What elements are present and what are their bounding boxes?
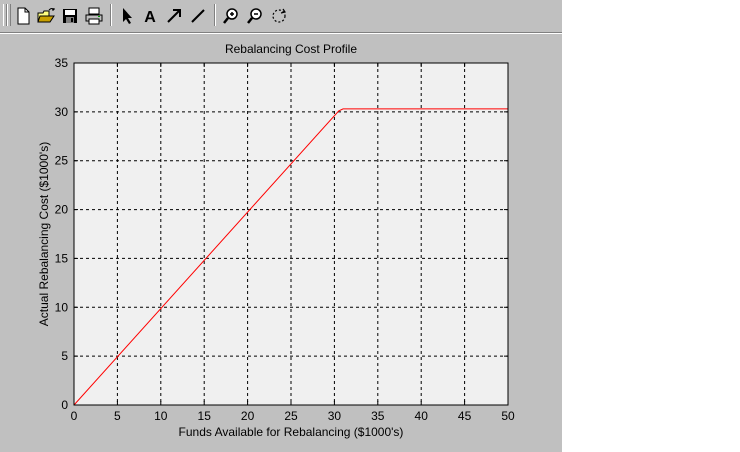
- edit-plot-button[interactable]: [116, 5, 138, 27]
- print-button[interactable]: [83, 5, 105, 27]
- diagonal-arrow-icon: [167, 9, 181, 23]
- x-tick-label: 20: [241, 409, 255, 423]
- zoom-in-icon: [223, 8, 238, 24]
- series-line[interactable]: [73, 108, 508, 406]
- plot-area: 0 5 10 15 20 25 30 35 40 45 50 0 5 10 15 20 25 30 35 Rebal…: [37, 42, 515, 439]
- zoom-in-button[interactable]: [220, 5, 242, 27]
- y-axis-label: Actual Rebalancing Cost ($1000's): [37, 142, 51, 326]
- rotate-3d-button[interactable]: [268, 5, 290, 27]
- open-folder-icon: [37, 8, 55, 23]
- rotate-icon: [272, 8, 286, 23]
- tick-labels: 0 5 10 15 20 25 30 35 40 45 50 0 5 10 15 20 25 30 35: [55, 56, 515, 423]
- insert-arrow-button[interactable]: [163, 5, 185, 27]
- line-icon: [191, 9, 205, 23]
- printer-icon: [85, 7, 103, 25]
- toolbar-separator: [110, 4, 112, 26]
- x-tick-label: 25: [284, 409, 298, 423]
- x-tick-label: 30: [328, 409, 342, 423]
- x-axis-label: Funds Available for Rebalancing ($1000's…: [179, 425, 404, 439]
- x-tick-label: 10: [154, 409, 168, 423]
- figure-toolbar: A: [0, 0, 562, 33]
- tick-marks: [73, 62, 509, 406]
- insert-text-button[interactable]: A: [139, 5, 161, 27]
- x-tick-label: 5: [114, 409, 121, 423]
- save-disk-icon: [63, 9, 77, 23]
- y-tick-label: 30: [55, 105, 69, 119]
- save-button[interactable]: [59, 5, 81, 27]
- text-A-icon: A: [144, 9, 156, 26]
- x-tick-label: 35: [371, 409, 385, 423]
- x-tick-label: 0: [71, 409, 78, 423]
- insert-line-button[interactable]: [187, 5, 209, 27]
- grid-lines: [74, 63, 508, 405]
- series-layer: [73, 108, 508, 406]
- zoom-out-icon: [247, 8, 262, 24]
- arrow-pointer-icon: [123, 8, 132, 24]
- toolbar-grip[interactable]: [3, 4, 7, 26]
- y-tick-label: 0: [61, 398, 68, 412]
- toolbar-grip[interactable]: [7, 4, 11, 26]
- zoom-out-button[interactable]: [244, 5, 266, 27]
- x-tick-label: 15: [198, 409, 212, 423]
- figure-window: A: [0, 0, 562, 452]
- new-file-icon: [17, 7, 30, 25]
- toolbar-separator: [214, 4, 216, 26]
- x-tick-label: 50: [501, 409, 515, 423]
- y-tick-label: 15: [55, 251, 69, 265]
- new-figure-button[interactable]: [12, 5, 34, 27]
- y-tick-label: 5: [61, 349, 68, 363]
- chart-title: Rebalancing Cost Profile: [225, 42, 357, 56]
- open-file-button[interactable]: [35, 5, 57, 27]
- y-tick-label: 10: [55, 300, 69, 314]
- text-tool-glyph: A: [144, 9, 156, 26]
- x-tick-label: 45: [458, 409, 472, 423]
- y-tick-label: 35: [55, 56, 69, 70]
- y-tick-label: 25: [55, 154, 69, 168]
- y-tick-label: 20: [55, 203, 69, 217]
- x-tick-label: 40: [415, 409, 429, 423]
